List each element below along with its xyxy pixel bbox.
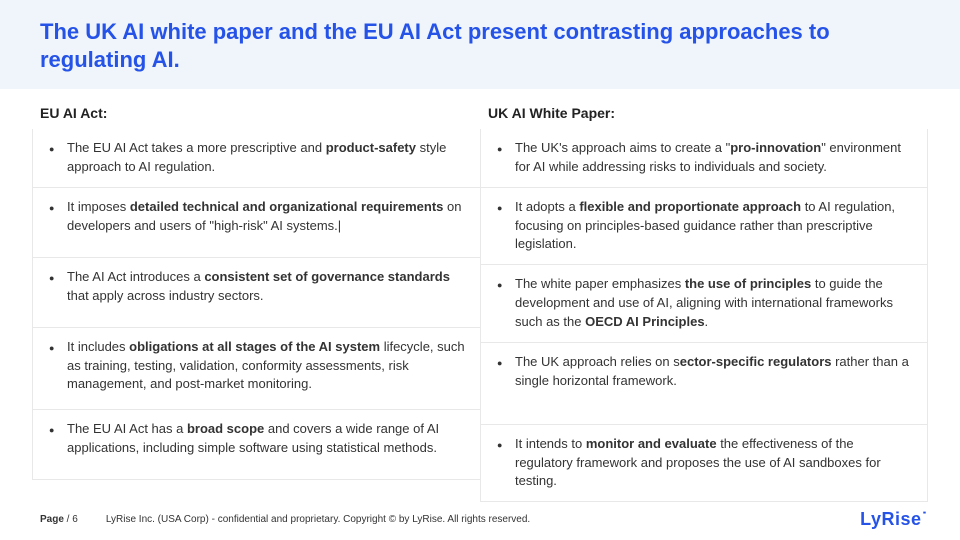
footer-left: Page / 6 LyRise Inc. (USA Corp) - confid… (40, 514, 530, 525)
bullet-text: The UK approach relies on sector-specifi… (493, 353, 913, 391)
column-header-eu: EU AI Act: (32, 99, 480, 129)
bullet-text: It includes obligations at all stages of… (45, 338, 466, 395)
logo: LyRise˙ (860, 509, 928, 530)
bullet-text: The white paper emphasizes the use of pr… (493, 275, 913, 332)
bullet-text: The EU AI Act takes a more prescriptive … (45, 139, 466, 177)
table-row: It intends to monitor and evaluate the e… (480, 425, 928, 503)
header-band: The UK AI white paper and the EU AI Act … (0, 0, 960, 89)
table-row: It adopts a flexible and proportionate a… (480, 188, 928, 266)
bullet-text: The UK's approach aims to create a "pro-… (493, 139, 913, 177)
bullet-text: The AI Act introduces a consistent set o… (45, 268, 466, 306)
page-indicator: Page / 6 (40, 514, 78, 525)
table-row: The EU AI Act takes a more prescriptive … (32, 129, 480, 188)
page-title: The UK AI white paper and the EU AI Act … (40, 18, 920, 73)
table-row: It imposes detailed technical and organi… (32, 188, 480, 258)
table-row: The AI Act introduces a consistent set o… (32, 258, 480, 328)
comparison-table: EU AI Act: The EU AI Act takes a more pr… (0, 89, 960, 502)
column-header-uk: UK AI White Paper: (480, 99, 928, 129)
table-row: It includes obligations at all stages of… (32, 328, 480, 410)
table-row: The EU AI Act has a broad scope and cove… (32, 410, 480, 480)
bullet-text: It adopts a flexible and proportionate a… (493, 198, 913, 255)
column-uk: UK AI White Paper: The UK's approach aim… (480, 99, 928, 502)
logo-dot-icon: ˙ (922, 509, 929, 529)
footer: Page / 6 LyRise Inc. (USA Corp) - confid… (0, 501, 960, 540)
table-row: The UK's approach aims to create a "pro-… (480, 129, 928, 188)
bullet-text: It imposes detailed technical and organi… (45, 198, 466, 236)
copyright-text: LyRise Inc. (USA Corp) - confidential an… (106, 514, 530, 525)
table-row: The white paper emphasizes the use of pr… (480, 265, 928, 343)
table-row: The UK approach relies on sector-specifi… (480, 343, 928, 425)
bullet-text: It intends to monitor and evaluate the e… (493, 435, 913, 492)
column-eu: EU AI Act: The EU AI Act takes a more pr… (32, 99, 480, 502)
bullet-text: The EU AI Act has a broad scope and cove… (45, 420, 466, 458)
